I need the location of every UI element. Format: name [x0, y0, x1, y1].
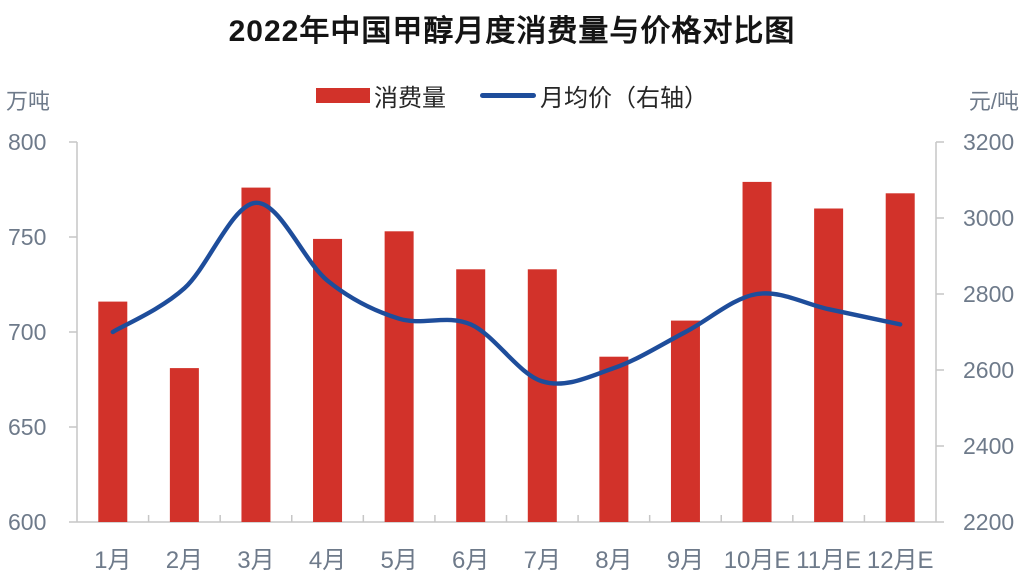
bar-2月 — [169, 368, 199, 522]
bar-8月 — [599, 356, 629, 522]
left-axis-unit-label: 万吨 — [6, 89, 51, 114]
legend-item-price: 月均价（右轴） — [480, 78, 708, 113]
bar-12月E — [885, 193, 915, 523]
x-axis-label: 7月 — [524, 547, 561, 574]
x-axis-label: 11月E — [796, 547, 861, 574]
x-axis-label: 4月 — [309, 547, 346, 574]
x-axis-label: 12月E — [867, 547, 934, 574]
bar-9月 — [670, 320, 700, 522]
bar-6月 — [456, 269, 486, 522]
x-axis-label: 6月 — [452, 547, 489, 574]
bar-3月 — [241, 187, 271, 522]
legend-label-consumption: 消费量 — [374, 85, 446, 112]
x-axis-label: 1月 — [94, 547, 131, 574]
bar-11月E — [814, 208, 844, 522]
left-axis-tick-label: 600 — [8, 509, 46, 535]
bar-5月 — [384, 231, 414, 523]
x-axis-label: 2月 — [166, 547, 203, 574]
right-axis-tick-label: 2200 — [963, 509, 1014, 535]
legend-label-price: 月均价（右轴） — [540, 85, 708, 112]
left-axis-tick-label: 700 — [8, 319, 46, 345]
right-axis-tick-label: 3000 — [963, 205, 1014, 231]
price-line — [110, 200, 903, 386]
bar-10月E — [742, 181, 772, 522]
legend: 消费量 月均价（右轴） — [0, 78, 1024, 113]
x-axis-label: 9月 — [667, 547, 704, 574]
right-axis-unit-label: 元/吨 — [968, 89, 1019, 114]
x-axis-label: 5月 — [380, 547, 417, 574]
right-axis-tick-label: 2800 — [963, 281, 1014, 307]
bar-swatch-icon — [316, 88, 370, 103]
chart-title: 2022年中国甲醇月度消费量与价格对比图 — [228, 15, 796, 48]
bar-1月 — [98, 301, 128, 522]
x-axis-label: 8月 — [595, 547, 632, 574]
left-axis-tick-label: 650 — [8, 414, 46, 440]
legend-item-consumption: 消费量 — [316, 78, 446, 113]
left-axis-tick-label: 800 — [8, 129, 46, 155]
left-axis-tick-label: 750 — [8, 224, 46, 250]
right-axis-tick-label: 3200 — [963, 129, 1014, 155]
line-swatch-icon — [480, 93, 536, 98]
right-axis-tick-label: 2400 — [963, 433, 1014, 459]
right-axis-tick-label: 2600 — [963, 357, 1014, 383]
x-axis-label: 3月 — [237, 547, 274, 574]
x-axis-label: 10月E — [724, 547, 791, 574]
bar-7月 — [527, 269, 557, 522]
